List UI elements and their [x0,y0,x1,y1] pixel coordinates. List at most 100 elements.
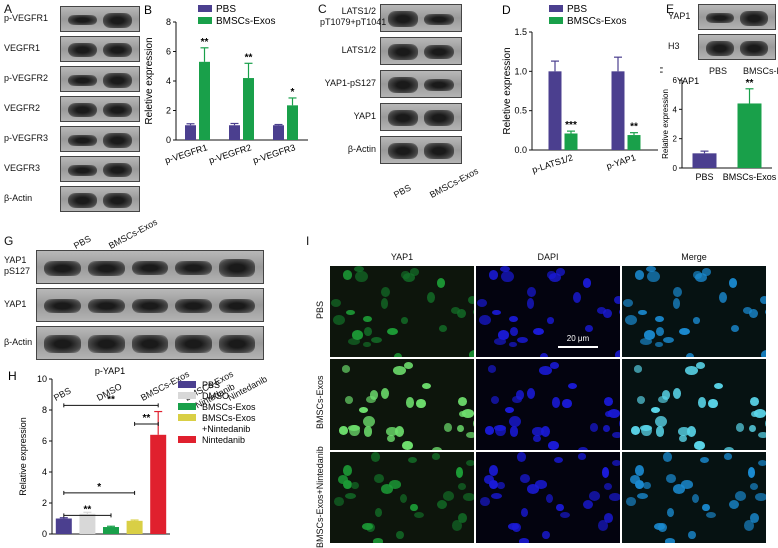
nucleus [400,317,409,324]
nucleus [696,362,706,369]
nucleus [758,432,766,439]
nucleus [519,538,530,543]
bar [150,434,167,534]
nucleus [572,291,581,303]
nucleus [526,297,535,309]
bar [79,513,96,534]
y-axis-label: Relative expression [18,417,28,496]
blot-row-label: YAP1 [353,111,376,121]
blot-band [131,299,169,313]
nucleus [342,479,353,490]
nucleus [338,475,348,484]
nucleus [416,398,426,408]
nucleus [395,426,404,438]
nucleus [458,513,468,523]
nucleus [634,464,644,476]
nucleus [437,499,447,509]
nucleus [550,362,560,369]
blot-row-label: LATS1/2 [341,6,376,16]
blot-band [131,335,169,353]
micrograph-column-header: YAP1 [390,252,414,262]
blot-row-label: β-Actin [347,144,376,154]
legend-swatch [178,414,196,421]
nucleus [596,307,607,315]
legend-swatch [198,5,212,12]
nucleus [546,317,555,324]
panel-letter-g: G [4,234,14,248]
nucleus [348,338,361,346]
nucleus [662,452,673,462]
nucleus [585,325,594,333]
micrograph-row-label: BMSCs-Exos+Nintedanib [315,446,325,548]
nucleus [466,432,474,439]
blot-row [60,96,140,122]
nucleus [547,270,556,280]
nucleus [469,350,474,357]
legend-swatch [549,5,563,12]
blot-band [102,103,133,117]
micrograph-tile [622,266,766,357]
significance-label: ** [143,413,151,424]
nucleus [351,481,359,490]
nucleus [598,520,609,532]
blot-row [60,126,140,152]
micrograph-tile [476,452,620,543]
bar [564,133,578,150]
nucleus [562,398,572,408]
nucleus [452,520,463,532]
nucleus [539,352,548,357]
y-tick-label: 0.5 [514,106,527,116]
nucleus [678,434,687,443]
blot-band [705,13,735,23]
nucleus [623,298,634,307]
nucleus [749,396,760,407]
bar [611,71,625,150]
nucleus [509,315,519,323]
x-tick-label: PBS [695,172,713,182]
blot-band [102,72,133,88]
chart-title: YAP1 [677,76,699,86]
nucleus [363,416,376,428]
nucleus [443,491,455,501]
y-tick-label: 2 [673,135,678,144]
nucleus [344,493,357,500]
blot-x-label: PBS [71,233,93,251]
nucleus [708,398,718,408]
nucleus [386,328,398,336]
blot-row-label: VEGFR2 [4,103,41,113]
nucleus [735,423,745,433]
nucleus [374,474,385,483]
nucleus [645,266,657,273]
nucleus [693,441,705,450]
nucleus [577,453,587,460]
nucleus [678,328,690,336]
nucleus [637,395,646,404]
blot-band [423,79,455,91]
x-tick-label: p-LATS1/2 [531,152,574,175]
nucleus [729,499,739,509]
nucleus [759,295,766,304]
nucleus [673,286,682,297]
nucleus [757,460,766,467]
nucleus [662,337,674,344]
nucleus [578,446,589,450]
y-tick-label: 2 [42,498,47,508]
nucleus [386,427,398,436]
nucleus [457,308,466,318]
micrograph-tile [476,266,620,357]
nucleus [450,307,461,315]
nucleus [504,407,514,413]
nucleus [386,434,395,443]
blot-band [102,132,133,148]
nucleus [479,314,491,326]
nucleus [630,475,640,484]
nucleus [764,418,766,429]
blot-band [423,143,455,159]
nucleus [457,424,465,433]
nucleus [718,291,727,303]
blot-x-label: PBS [392,182,413,200]
nucleus [370,452,381,462]
significance-label: ** [201,37,209,48]
nucleus [630,426,641,436]
nucleus [701,268,711,276]
